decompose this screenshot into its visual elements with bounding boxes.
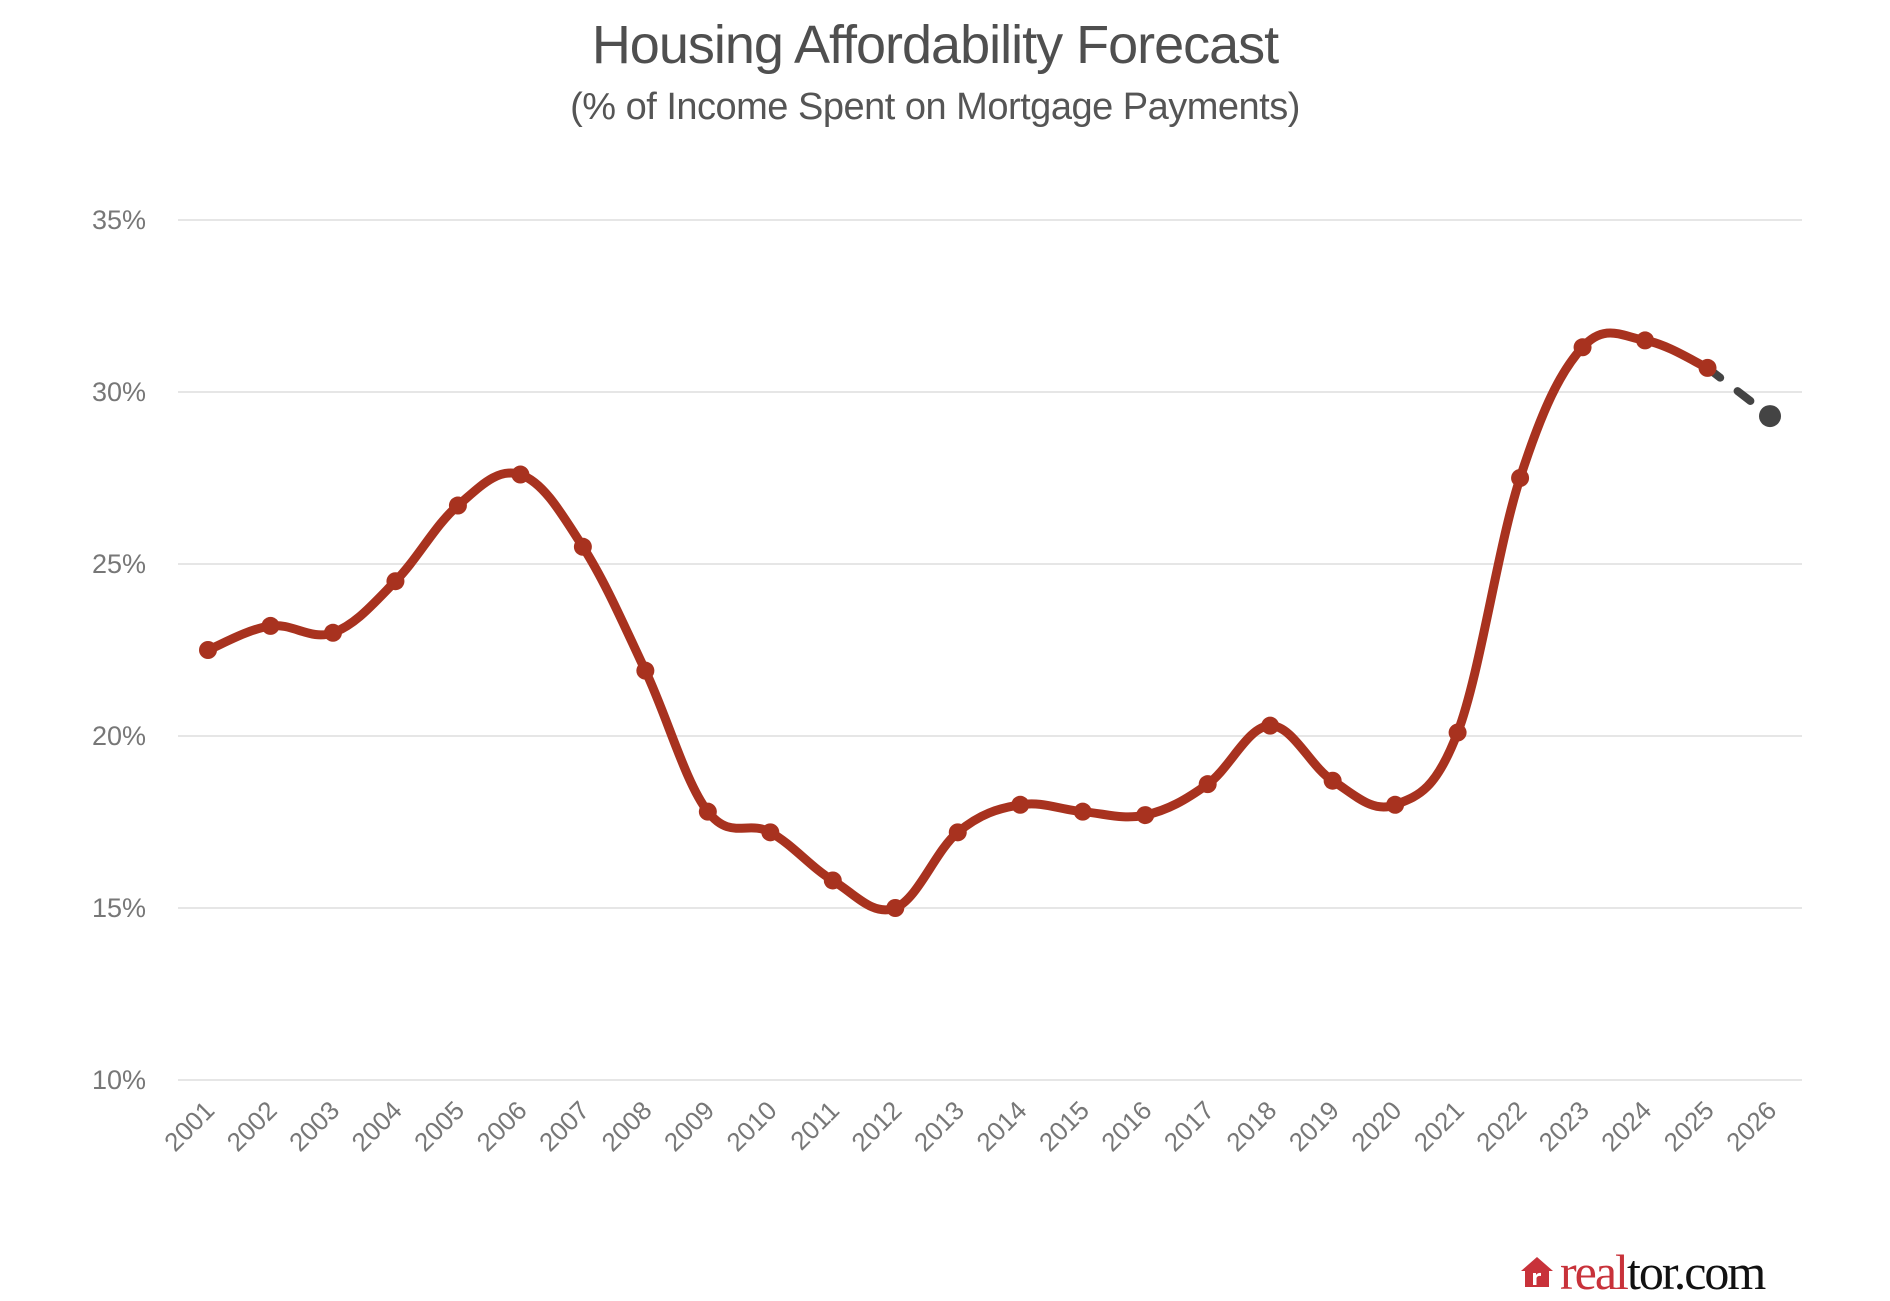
x-tick-label: 2014 [970,1095,1032,1157]
data-point-2011 [823,871,842,890]
realtor-logo: real tor.com [1520,1244,1766,1300]
x-tick-label: 2019 [1283,1095,1345,1157]
y-tick-label: 20% [92,721,146,751]
data-point-2017 [1198,775,1217,794]
x-tick-label: 2004 [346,1095,408,1157]
data-point-2014 [1011,795,1030,814]
data-point-2013 [948,823,967,842]
x-tick-label: 2017 [1158,1095,1220,1157]
series-points [199,331,1781,917]
y-tick-label: 35% [92,205,146,235]
data-point-2022 [1511,469,1530,487]
data-point-2026 [1759,405,1781,428]
data-point-2007 [573,537,592,556]
y-tick-label: 25% [92,549,146,579]
x-tick-label: 2006 [471,1095,533,1157]
logo-text-tor: tor.com [1626,1244,1766,1300]
data-point-2001 [199,641,217,659]
data-point-2003 [323,623,342,642]
gridlines [178,219,1802,1081]
data-point-2019 [1323,771,1342,790]
x-tick-label: 2016 [1095,1095,1157,1157]
data-point-2006 [511,465,530,484]
y-tick-label: 30% [92,377,146,407]
x-tick-label: 2023 [1533,1095,1595,1157]
data-point-2002 [261,616,280,635]
series-lines [203,328,1774,915]
data-point-2015 [1073,802,1092,821]
x-tick-label: 2001 [158,1095,220,1157]
x-tick-label: 2002 [221,1095,283,1157]
x-tick-label: 2021 [1408,1095,1470,1157]
x-tick-label: 2010 [720,1095,782,1157]
data-point-2020 [1386,795,1405,814]
y-axis: 10% 15% 20% 25% 30% 35% [92,205,146,1095]
x-tick-label: 2024 [1595,1095,1657,1157]
logo-text-real: real [1560,1244,1629,1300]
data-point-2023 [1573,338,1592,357]
x-tick-label: 2005 [408,1095,470,1157]
data-point-2024 [1636,331,1655,350]
x-tick-label: 2009 [658,1095,720,1157]
data-point-2021 [1448,723,1467,742]
x-tick-label: 2020 [1345,1095,1407,1157]
x-tick-label: 2026 [1720,1095,1782,1157]
x-tick-label: 2022 [1470,1095,1532,1157]
x-tick-label: 2007 [533,1095,595,1157]
x-tick-label: 2011 [784,1095,845,1156]
data-point-2009 [698,802,717,821]
data-point-2025 [1698,358,1717,377]
data-point-2005 [448,496,467,515]
data-point-2010 [761,823,780,842]
house-icon [1521,1257,1553,1287]
x-tick-label: 2003 [283,1095,345,1157]
data-point-2012 [886,899,905,917]
x-tick-label: 2013 [908,1095,970,1157]
data-point-2016 [1136,806,1155,825]
x-tick-label: 2025 [1658,1095,1720,1157]
y-tick-label: 10% [92,1065,146,1095]
x-tick-label: 2015 [1033,1095,1095,1157]
data-point-2008 [636,661,655,680]
data-point-2004 [386,572,405,591]
y-tick-label: 15% [92,893,146,923]
x-tick-label: 2008 [595,1095,657,1157]
x-axis: 2001 2002 2003 2004 2005 2006 2007 2008 2009 2010… [158,1095,1782,1157]
x-tick-label: 2012 [845,1095,907,1157]
chart-title: Housing Affordability Forecast [591,15,1279,75]
chart-subtitle: (% of Income Spent on Mortgage Payments) [570,86,1300,128]
data-point-2018 [1261,716,1280,735]
x-tick-label: 2018 [1220,1095,1282,1157]
